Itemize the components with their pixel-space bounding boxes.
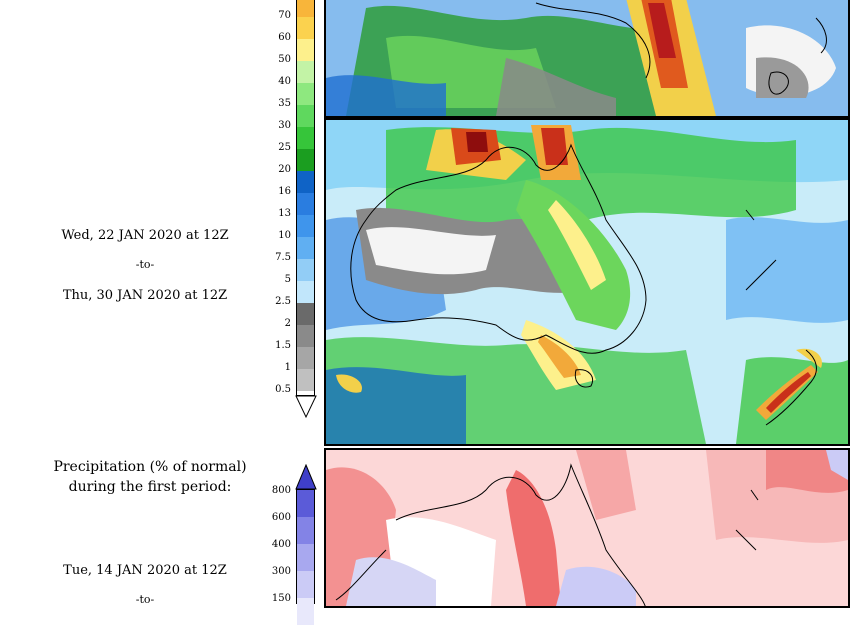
precip-colorbar-segment (297, 215, 314, 237)
period2-start-date: Wed, 22 JAN 2020 at 12Z (61, 228, 229, 243)
precip-map-middle-panel (324, 118, 850, 446)
precip-colorbar-segment (297, 149, 314, 171)
pct-colorbar-label: 400 (271, 539, 291, 550)
colorbar-down-arrow-icon (295, 395, 317, 419)
pct-colorbar-label: 600 (271, 512, 291, 523)
precip-colorbar-segment (297, 369, 314, 391)
precip-colorbar-segment (297, 105, 314, 127)
precip-colorbar-label: 10 (278, 230, 291, 241)
precip-colorbar-label: 60 (278, 32, 291, 43)
precip-colorbar-label: 70 (278, 10, 291, 21)
precip-colorbar-segment (297, 325, 314, 347)
precip-colorbar-segment (297, 0, 314, 17)
pct-colorbar-up-arrow-icon (295, 464, 317, 490)
precip-colorbar-segment (297, 171, 314, 193)
pct-colorbar-segment (297, 517, 314, 544)
precip-colorbar-segment (297, 303, 314, 325)
precip-colorbar-label: 7.5 (275, 252, 291, 263)
precip-colorbar (296, 0, 315, 396)
precip-colorbar-label: 5 (284, 274, 291, 285)
pct-colorbar-segment (297, 571, 314, 598)
precip-colorbar-segment (297, 259, 314, 281)
period2-end-date: Thu, 30 JAN 2020 at 12Z (62, 288, 228, 303)
precip-colorbar-label: 0.5 (275, 384, 291, 395)
pct-colorbar-segment (297, 544, 314, 571)
precip-colorbar-segment (297, 347, 314, 369)
precip-colorbar-segment (297, 61, 314, 83)
precip-colorbar-segment (297, 193, 314, 215)
pct-colorbar (296, 489, 315, 625)
precip-colorbar-label: 1.5 (275, 340, 291, 351)
pct-colorbar-label: 150 (271, 593, 291, 604)
precip-colorbar-label: 13 (278, 208, 291, 219)
precip-colorbar-segment (297, 281, 314, 303)
precip-colorbar-label: 50 (278, 54, 291, 65)
pct-normal-map-panel (324, 448, 850, 608)
precip-colorbar-label: 2.5 (275, 296, 291, 307)
precip-colorbar-label: 16 (278, 186, 291, 197)
pct-colorbar-segment (297, 598, 314, 625)
pct-title-line1: Precipitation (% of normal) (53, 459, 247, 475)
precip-colorbar-label: 30 (278, 120, 291, 131)
precip-map-top-panel (324, 0, 850, 118)
precip-colorbar-segment (297, 83, 314, 105)
precip-colorbar-label: 35 (278, 98, 291, 109)
pct-colorbar-segment (297, 490, 314, 517)
precip-colorbar-segment (297, 237, 314, 259)
pct-colorbar-label: 300 (271, 566, 291, 577)
period1-start-date: Tue, 14 JAN 2020 at 12Z (63, 563, 227, 578)
precip-colorbar-segment (297, 39, 314, 61)
precip-colorbar-label: 40 (278, 76, 291, 87)
precip-colorbar-segment (297, 127, 314, 149)
period2-to-text: -to- (135, 258, 155, 271)
precip-colorbar-segment (297, 17, 314, 39)
precip-colorbar-label: 20 (278, 164, 291, 175)
precip-colorbar-label: 1 (284, 362, 291, 373)
pct-colorbar-label: 800 (271, 485, 291, 496)
precip-colorbar-label: 25 (278, 142, 291, 153)
pct-title-line2: during the first period: (68, 479, 232, 495)
precip-colorbar-label: 2 (284, 318, 291, 329)
